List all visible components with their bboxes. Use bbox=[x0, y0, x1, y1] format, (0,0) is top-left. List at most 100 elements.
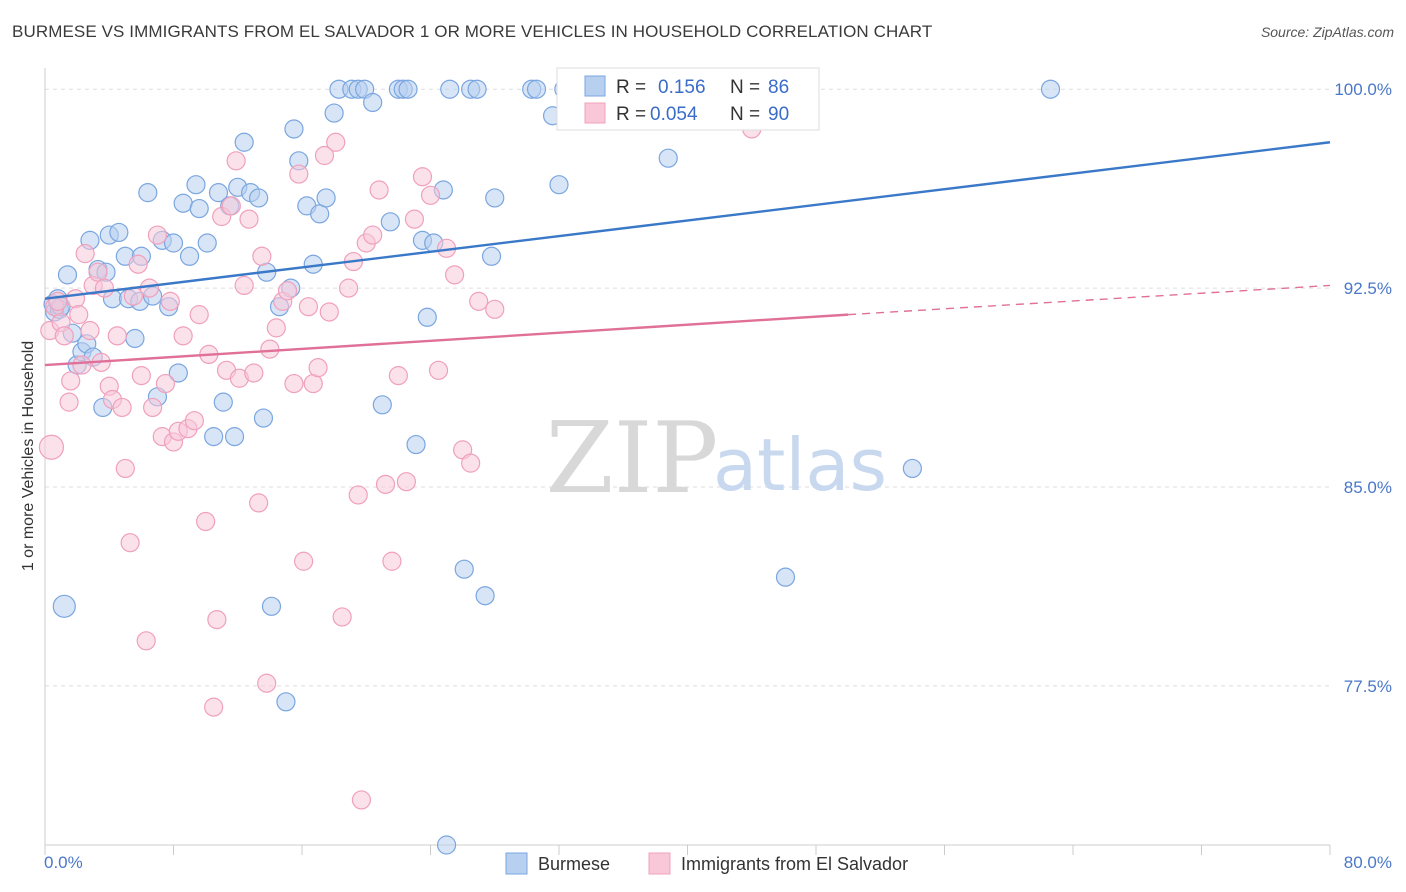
burmese-point bbox=[481, 246, 502, 266]
el-salvador-point bbox=[143, 397, 163, 418]
el-salvador-point bbox=[363, 225, 383, 245]
el-salvador-point bbox=[173, 326, 193, 346]
burmese-point bbox=[276, 692, 296, 712]
burmese-point bbox=[526, 79, 547, 99]
el-salvador-point bbox=[54, 326, 74, 346]
y-tick-label: 100.0% bbox=[1334, 80, 1392, 99]
el-salvador-point bbox=[319, 302, 339, 322]
y-tick-label: 92.5% bbox=[1344, 279, 1392, 298]
legend-n-label-1: N = bbox=[730, 77, 760, 98]
el-salvador-point bbox=[94, 278, 115, 298]
el-salvador-point bbox=[375, 474, 396, 494]
watermark: ZIP atlas bbox=[546, 402, 887, 516]
burmese-point bbox=[549, 175, 569, 195]
x-tick-min: 0.0% bbox=[44, 853, 83, 872]
burmese-point bbox=[189, 198, 209, 219]
burmese-point bbox=[213, 392, 233, 412]
legend-swatch-burmese bbox=[584, 75, 606, 97]
burmese-point bbox=[284, 119, 304, 139]
y-tick-label: 85.0% bbox=[1344, 478, 1392, 497]
el-salvador-point bbox=[412, 167, 433, 187]
burmese-point bbox=[436, 835, 457, 855]
y-tick-label: 77.5% bbox=[1344, 677, 1392, 696]
trend-lines bbox=[44, 141, 1331, 367]
burmese-point bbox=[454, 559, 474, 579]
el-salvador-point bbox=[61, 371, 81, 391]
burmese-point bbox=[775, 567, 796, 587]
burmese-point bbox=[234, 132, 254, 152]
el-salvador-point bbox=[348, 485, 368, 505]
el-salvador-point bbox=[65, 289, 86, 309]
burmese-point bbox=[163, 233, 184, 253]
legend-r-label-2: R = bbox=[616, 104, 646, 125]
burmese-point bbox=[204, 427, 224, 447]
el-salvador-point bbox=[128, 254, 148, 274]
el-salvador-point bbox=[338, 278, 359, 298]
series-legend-label-burmese: Burmese bbox=[538, 854, 610, 874]
el-salvador-point bbox=[249, 493, 269, 513]
watermark-zip: ZIP bbox=[546, 402, 719, 516]
burmese-trend-line bbox=[44, 141, 1331, 300]
el-salvador-point bbox=[289, 164, 309, 184]
el-salvador-point bbox=[38, 434, 65, 460]
el-salvador-point bbox=[239, 209, 259, 229]
burmese-point bbox=[417, 307, 437, 327]
correlation-legend: R = 0.156 N = 86 R = 0.054 N = 90 bbox=[556, 67, 820, 131]
el-salvador-point bbox=[314, 145, 335, 166]
series-legend-swatch-burmese bbox=[505, 852, 528, 875]
el-salvador-point bbox=[298, 297, 319, 317]
el-salvador-point bbox=[277, 281, 298, 301]
el-salvador-trend-line bbox=[44, 313, 849, 367]
chart-title: BURMESE VS IMMIGRANTS FROM EL SALVADOR 1… bbox=[12, 22, 933, 41]
burmese-point bbox=[316, 188, 336, 208]
el-salvador-point bbox=[120, 533, 140, 553]
el-salvador-point bbox=[266, 318, 286, 338]
burmese-point bbox=[658, 148, 678, 168]
legend-r-value-2: 0.054 bbox=[650, 104, 698, 125]
el-salvador-point bbox=[257, 673, 277, 693]
burmese-point bbox=[475, 586, 495, 606]
el-salvador-point bbox=[485, 299, 505, 319]
series-legend-swatch-el-salvador bbox=[648, 852, 671, 875]
burmese-point bbox=[406, 434, 426, 455]
el-salvador-point bbox=[351, 790, 372, 810]
el-salvador-point bbox=[252, 246, 272, 266]
el-salvador-point bbox=[226, 151, 246, 171]
y-axis-label: 1 or more Vehicles in Household bbox=[20, 341, 37, 571]
burmese-point bbox=[253, 408, 274, 428]
el-salvador-point bbox=[160, 291, 180, 311]
burmese-point bbox=[363, 92, 383, 113]
legend-r-label-1: R = bbox=[616, 77, 646, 98]
burmese-point bbox=[467, 79, 487, 99]
el-salvador-point bbox=[469, 291, 489, 311]
burmese-point bbox=[197, 233, 217, 253]
el-salvador-point bbox=[48, 291, 68, 311]
y-tick-labels: 100.0% 92.5% 85.0% 77.5% bbox=[1334, 80, 1392, 696]
el-salvador-point bbox=[204, 697, 224, 717]
el-salvador-point bbox=[396, 472, 417, 492]
el-salvador-point bbox=[332, 607, 352, 627]
el-salvador-point bbox=[303, 373, 323, 394]
el-salvador-point bbox=[196, 511, 216, 532]
el-salvador-point bbox=[155, 373, 176, 394]
burmese-point bbox=[310, 204, 330, 224]
el-salvador-point bbox=[80, 320, 100, 341]
series-legend: Burmese Immigrants from El Salvador bbox=[505, 852, 908, 875]
x-tick-max: 80.0% bbox=[1344, 853, 1392, 872]
el-salvador-point bbox=[308, 358, 328, 378]
burmese-point bbox=[261, 596, 282, 616]
burmese-point bbox=[902, 458, 922, 479]
legend-r-value-1: 0.156 bbox=[658, 77, 706, 98]
el-salvador-point bbox=[284, 373, 304, 394]
legend-swatch-el-salvador bbox=[584, 102, 606, 124]
el-salvador-point bbox=[147, 225, 168, 245]
burmese-point bbox=[173, 193, 193, 213]
legend-n-value-2: 90 bbox=[768, 104, 789, 125]
el-salvador-point bbox=[115, 458, 135, 479]
el-salvador-point bbox=[139, 278, 160, 298]
el-salvador-point bbox=[420, 185, 441, 205]
el-salvador-point bbox=[244, 363, 264, 383]
legend-n-label-2: N = bbox=[730, 104, 760, 125]
el-salvador-point bbox=[369, 180, 389, 200]
burmese-point bbox=[372, 395, 392, 415]
